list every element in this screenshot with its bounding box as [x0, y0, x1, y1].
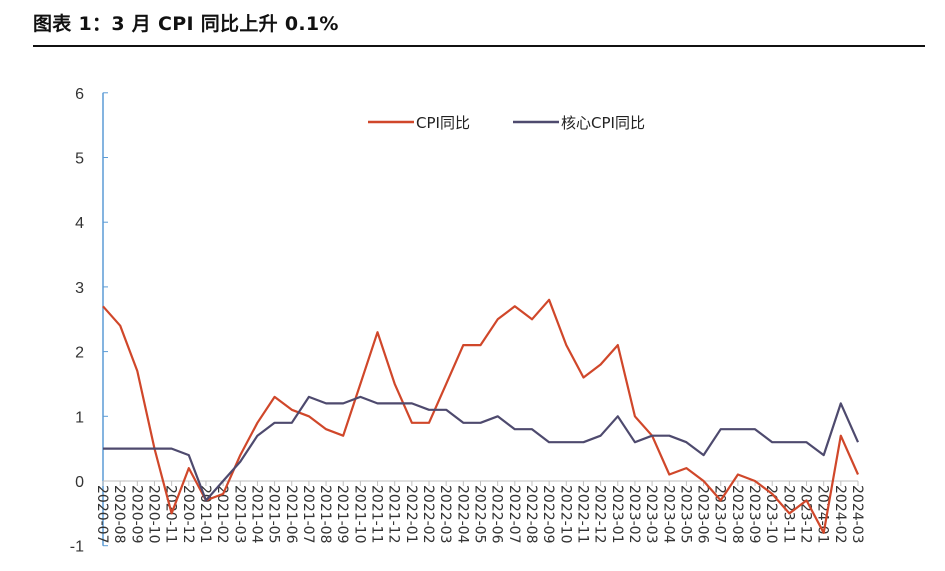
- y-axis: -1 0 1 2 3 4 5 6: [70, 86, 108, 556]
- x-tick-label: 2023-01: [609, 485, 625, 544]
- x-tick-label: 2022-12: [592, 485, 608, 544]
- x-tick-label: 2020-07: [94, 485, 110, 544]
- figure-title: 图表 1：3 月 CPI 同比上升 0.1%: [33, 13, 339, 35]
- x-tick-label: 2021-10: [351, 485, 367, 544]
- x-tick-label: 2023-11: [780, 485, 796, 544]
- title-divider: [33, 45, 925, 47]
- legend-label: CPI同比: [416, 114, 470, 132]
- x-tick-label: 2020-08: [111, 485, 127, 544]
- x-tick-label: 2023-04: [660, 485, 676, 544]
- plot-lines: [102, 298, 860, 534]
- x-tick-label: 2021-02: [214, 485, 230, 544]
- x-tick-label: 2022-04: [454, 485, 470, 544]
- x-tick-label: 2022-01: [403, 485, 419, 544]
- x-tick-label: 2020-11: [163, 485, 179, 544]
- x-tick-label: 2023-03: [643, 485, 659, 544]
- x-tick-label: 2021-09: [334, 485, 350, 544]
- x-tick-label: 2022-10: [557, 485, 573, 544]
- x-tick-label: 2022-11: [574, 485, 590, 544]
- y-tick-label: 4: [75, 215, 84, 232]
- x-tick-label: 2023-10: [763, 485, 779, 544]
- legend-label: 核心CPI同比: [561, 114, 645, 132]
- x-tick-label: 2021-07: [300, 485, 316, 544]
- x-tick-label: 2024-02: [832, 485, 848, 544]
- x-tick-label: 2021-03: [231, 485, 247, 544]
- x-tick-label: 2021-04: [248, 485, 264, 544]
- x-tick-label: 2021-11: [369, 485, 385, 544]
- legend: CPI同比 核心CPI同比: [368, 114, 645, 132]
- x-tick-label: 2020-10: [145, 485, 161, 544]
- y-tick-label: 0: [75, 474, 84, 491]
- x-tick-label: 2023-05: [677, 485, 693, 544]
- x-tick-label: 2020-12: [180, 485, 196, 544]
- x-tick-label: 2024-03: [849, 485, 865, 544]
- y-tick-label: 6: [75, 86, 84, 103]
- x-tick-label: 2022-07: [506, 485, 522, 544]
- y-tick-label: -1: [70, 539, 84, 556]
- series-line-cpi-yoy: [102, 298, 860, 534]
- x-tick-label: 2023-08: [729, 485, 745, 544]
- y-tick-label: 1: [75, 409, 84, 426]
- x-tick-label: 2022-09: [540, 485, 556, 544]
- x-tick-label: 2021-12: [386, 485, 402, 544]
- x-tick-label: 2022-08: [523, 485, 539, 544]
- x-tick-label: 2021-06: [283, 485, 299, 544]
- x-tick-label: 2021-05: [266, 485, 282, 544]
- x-tick-label: 2023-02: [626, 485, 642, 544]
- x-tick-label: 2021-08: [317, 485, 333, 544]
- y-tick-label: 5: [75, 151, 84, 168]
- x-tick-label: 2023-12: [798, 485, 814, 544]
- x-tick-label: 2022-02: [420, 485, 436, 544]
- series-line-core-cpi-yoy: [103, 395, 860, 502]
- x-tick-label: 2023-06: [695, 485, 711, 544]
- x-tick-label: 2020-09: [128, 485, 144, 544]
- x-tick-label: 2023-07: [712, 485, 728, 544]
- x-tick-label: 2022-05: [472, 485, 488, 544]
- x-tick-label: 2023-09: [746, 485, 762, 544]
- x-tick-label: 2024-01: [815, 485, 831, 544]
- x-axis: 2020-07 2020-08 2020-09 2020-10 2020-11 2020-…: [94, 480, 865, 544]
- y-tick-label: 3: [75, 280, 84, 297]
- y-tick-label: 2: [75, 345, 84, 362]
- x-tick-label: 2022-06: [489, 485, 505, 544]
- x-tick-label: 2022-03: [437, 485, 453, 544]
